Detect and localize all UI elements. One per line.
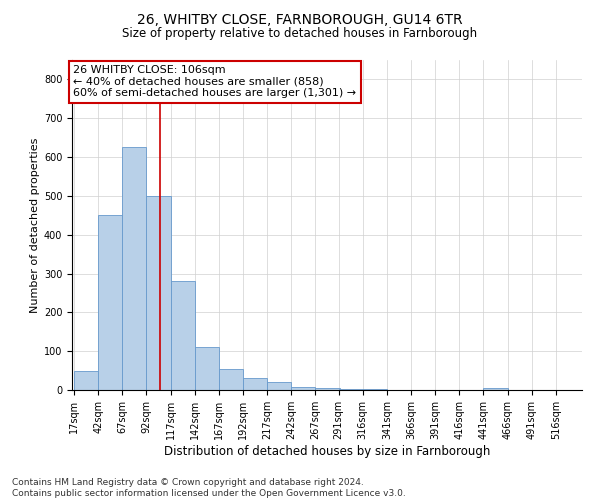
Bar <box>74 370 98 390</box>
Text: Size of property relative to detached houses in Farnborough: Size of property relative to detached ho… <box>122 28 478 40</box>
Bar <box>316 388 340 390</box>
Text: 26 WHITBY CLOSE: 106sqm
← 40% of detached houses are smaller (858)
60% of semi-d: 26 WHITBY CLOSE: 106sqm ← 40% of detache… <box>73 65 356 98</box>
Bar <box>291 387 316 390</box>
Bar <box>338 389 363 390</box>
X-axis label: Distribution of detached houses by size in Farnborough: Distribution of detached houses by size … <box>164 444 490 458</box>
Bar <box>484 388 508 390</box>
Bar <box>146 196 170 390</box>
Bar <box>267 382 291 390</box>
Text: Contains HM Land Registry data © Crown copyright and database right 2024.
Contai: Contains HM Land Registry data © Crown c… <box>12 478 406 498</box>
Bar <box>219 368 243 390</box>
Text: 26, WHITBY CLOSE, FARNBOROUGH, GU14 6TR: 26, WHITBY CLOSE, FARNBOROUGH, GU14 6TR <box>137 12 463 26</box>
Bar <box>363 389 387 390</box>
Y-axis label: Number of detached properties: Number of detached properties <box>29 138 40 312</box>
Bar <box>194 348 219 390</box>
Bar <box>122 148 146 390</box>
Bar <box>170 282 194 390</box>
Bar <box>98 216 122 390</box>
Bar <box>243 378 267 390</box>
